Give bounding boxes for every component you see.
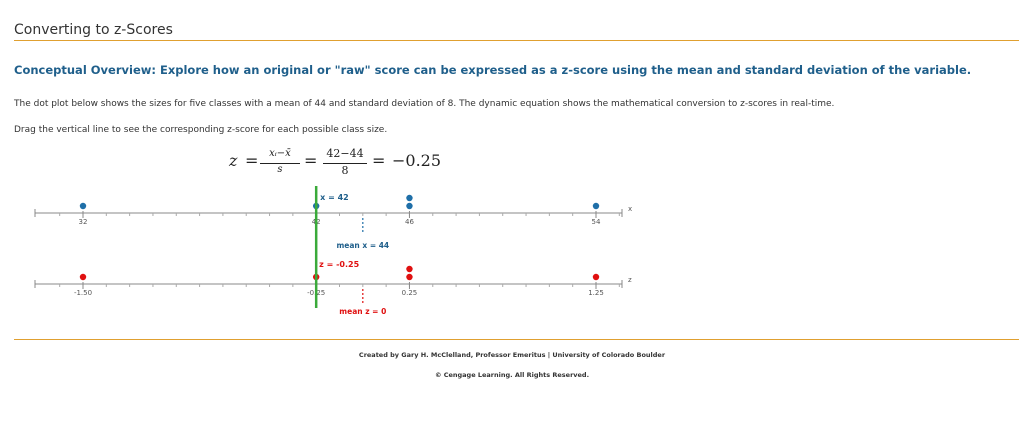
z-axis-tick-label: 1.25	[588, 289, 604, 297]
x-axis-dot	[406, 194, 413, 202]
equation-equals-3: =	[372, 151, 386, 170]
equation-symbolic-denominator: s	[277, 164, 283, 175]
title-divider	[14, 40, 1019, 41]
footer-copyright: © Cengage Learning. All Rights Reserved.	[434, 371, 590, 379]
x-axis-dot	[592, 202, 600, 210]
z-mean-label: mean z = 0	[339, 307, 386, 316]
z-axis-tick-label: -1.50	[74, 289, 92, 297]
description-line-2: Drag the vertical line to see the corres…	[14, 125, 388, 135]
equation-equals-1: =	[245, 151, 259, 170]
equation-lhs: z	[229, 151, 238, 170]
z-axis-dot	[406, 273, 413, 281]
equation-fraction-bar-2	[323, 163, 367, 164]
x-axis-tick-label: 54	[592, 218, 601, 226]
x-axis-dot	[406, 202, 413, 210]
equation-result: −0.25	[392, 151, 442, 170]
slider-x-value: x = 42	[320, 193, 349, 202]
equation-equals-2: =	[304, 151, 318, 170]
mean-markers: mean x = 44 mean z = 0	[336, 218, 389, 316]
z-axis-label: z	[628, 276, 632, 284]
x-axis-label: x	[628, 205, 632, 213]
page-title: Converting to z-Scores	[14, 22, 173, 38]
equation-symbolic-numerator: xᵢ−x̄	[269, 148, 291, 159]
z-axis-tick-label: 0.25	[402, 289, 418, 297]
z-axis-dot	[592, 273, 600, 281]
footer-credit: Created by Gary H. McClelland, Professor…	[358, 351, 666, 359]
z-axis-dot	[79, 273, 87, 281]
equation-fraction-bar-1	[260, 163, 300, 164]
slider-layer[interactable]: x = 42 z = -0.25	[314, 186, 360, 308]
slider-z-value: z = -0.25	[319, 260, 359, 269]
x-axis-dot	[79, 202, 87, 210]
equation-numeric-numerator: 42−44	[326, 147, 364, 160]
x-mean-label: mean x = 44	[336, 241, 389, 250]
equation-numeric-denominator: 8	[341, 164, 349, 177]
description-line-1: The dot plot below shows the sizes for f…	[14, 99, 835, 109]
z-axis-dot	[406, 265, 413, 273]
z-axis-dotplot: -1.50-0.250.251.25z	[34, 265, 632, 297]
footer-divider	[14, 339, 1019, 340]
x-axis-tick-label: 46	[405, 218, 414, 226]
x-axis-tick-label: 32	[79, 218, 88, 226]
dot-plot: 32424654x -1.50-0.250.251.25z mean x = 4…	[34, 186, 632, 316]
conceptual-overview: Conceptual Overview: Explore how an orig…	[14, 63, 972, 77]
